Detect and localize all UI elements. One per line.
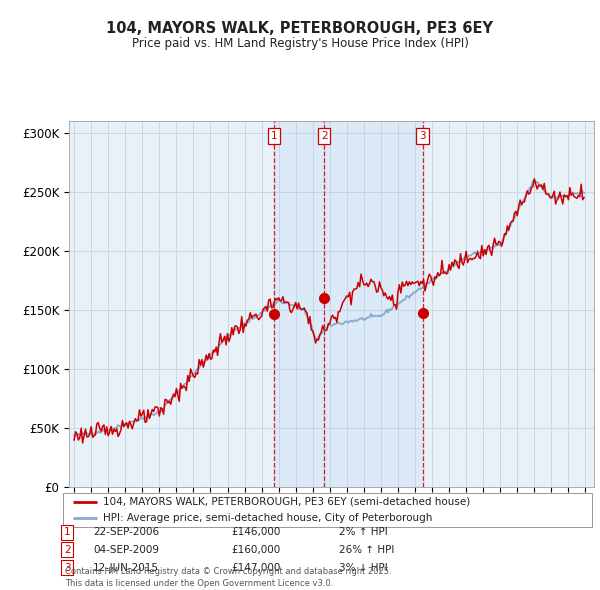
- Text: 1: 1: [271, 132, 277, 141]
- Text: 22-SEP-2006: 22-SEP-2006: [93, 527, 159, 537]
- Text: 12-JUN-2015: 12-JUN-2015: [93, 563, 159, 572]
- Bar: [324, 121, 422, 487]
- Text: £147,000: £147,000: [231, 563, 280, 572]
- Text: 3: 3: [64, 563, 71, 572]
- Text: Contains HM Land Registry data © Crown copyright and database right 2025.
This d: Contains HM Land Registry data © Crown c…: [65, 568, 391, 588]
- Text: 2: 2: [321, 132, 328, 141]
- Text: £160,000: £160,000: [231, 545, 280, 555]
- Text: Price paid vs. HM Land Registry's House Price Index (HPI): Price paid vs. HM Land Registry's House …: [131, 37, 469, 50]
- Text: 26% ↑ HPI: 26% ↑ HPI: [339, 545, 394, 555]
- Text: £146,000: £146,000: [231, 527, 280, 537]
- Bar: [274, 121, 324, 487]
- Text: 1: 1: [64, 527, 71, 537]
- Text: 3: 3: [419, 132, 426, 141]
- Text: 2: 2: [64, 545, 71, 555]
- Text: 2% ↑ HPI: 2% ↑ HPI: [339, 527, 388, 537]
- Text: 3% ↓ HPI: 3% ↓ HPI: [339, 563, 388, 572]
- Text: HPI: Average price, semi-detached house, City of Peterborough: HPI: Average price, semi-detached house,…: [103, 513, 432, 523]
- Text: 104, MAYORS WALK, PETERBOROUGH, PE3 6EY (semi-detached house): 104, MAYORS WALK, PETERBOROUGH, PE3 6EY …: [103, 497, 470, 507]
- Text: 04-SEP-2009: 04-SEP-2009: [93, 545, 159, 555]
- Text: 104, MAYORS WALK, PETERBOROUGH, PE3 6EY: 104, MAYORS WALK, PETERBOROUGH, PE3 6EY: [107, 21, 493, 35]
